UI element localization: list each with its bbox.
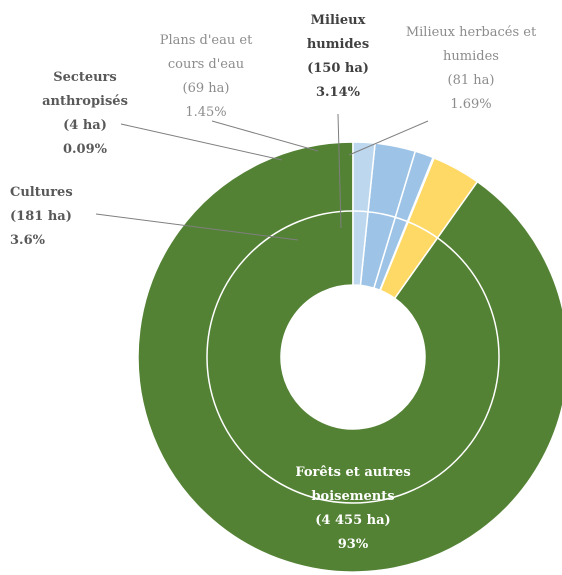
label-cultures-line: (181 ha) bbox=[10, 209, 72, 224]
leader-plans bbox=[211, 120, 319, 152]
label-secteurs-line: anthropisés bbox=[42, 94, 128, 109]
label-milieux-herbaces-line: humides bbox=[443, 49, 499, 64]
leader-cultures bbox=[95, 213, 299, 241]
label-milieux-herbaces: Milieux herbacés et humides (81 ha) 1.69% bbox=[406, 25, 537, 112]
label-milieux-herbaces-line: (81 ha) bbox=[448, 73, 495, 88]
leader-milieux-herbaces bbox=[348, 120, 429, 156]
label-milieux-humides: Milieux humides (150 ha) 3.14% bbox=[307, 13, 369, 100]
label-milieux-humides-line: (150 ha) bbox=[307, 61, 369, 76]
label-foret-line: Forêts et autres bbox=[295, 465, 410, 480]
slice-5 bbox=[352, 141, 376, 287]
slice-0 bbox=[137, 141, 562, 573]
label-cultures-line: Cultures bbox=[10, 185, 73, 200]
label-plans-line: (69 ha) bbox=[183, 81, 230, 96]
label-plans-line: cours d'eau bbox=[168, 57, 244, 72]
label-milieux-humides-line: humides bbox=[307, 37, 369, 52]
label-foret: Forêts et autres boisements (4 455 ha) 93% bbox=[295, 465, 410, 552]
label-foret-line: 93% bbox=[338, 537, 369, 552]
label-secteurs-line: 0.09% bbox=[63, 142, 108, 157]
label-secteurs: Secteurs anthropisés (4 ha) 0.09% bbox=[42, 70, 128, 157]
label-milieux-humides-line: Milieux bbox=[311, 13, 366, 28]
label-foret-line: boisements bbox=[311, 489, 394, 504]
inner-ring-outline bbox=[206, 210, 500, 504]
label-secteurs-line: Secteurs bbox=[53, 70, 116, 85]
leader-milieux-humides bbox=[337, 113, 342, 229]
label-plans-line: Plans d'eau et bbox=[160, 33, 253, 48]
label-plans-line: 1.45% bbox=[185, 105, 226, 120]
label-milieux-herbaces-line: 1.69% bbox=[450, 97, 491, 112]
leader-secteurs bbox=[120, 123, 283, 161]
label-milieux-humides-line: 3.14% bbox=[316, 85, 361, 100]
label-foret-line: (4 455 ha) bbox=[315, 513, 390, 528]
label-milieux-herbaces-line: Milieux herbacés et bbox=[406, 25, 537, 40]
label-plans: Plans d'eau et cours d'eau (69 ha) 1.45% bbox=[160, 33, 253, 120]
label-secteurs-line: (4 ha) bbox=[63, 118, 107, 133]
label-cultures-line: 3.6% bbox=[10, 233, 46, 248]
label-cultures: Cultures (181 ha) 3.6% bbox=[10, 185, 73, 248]
